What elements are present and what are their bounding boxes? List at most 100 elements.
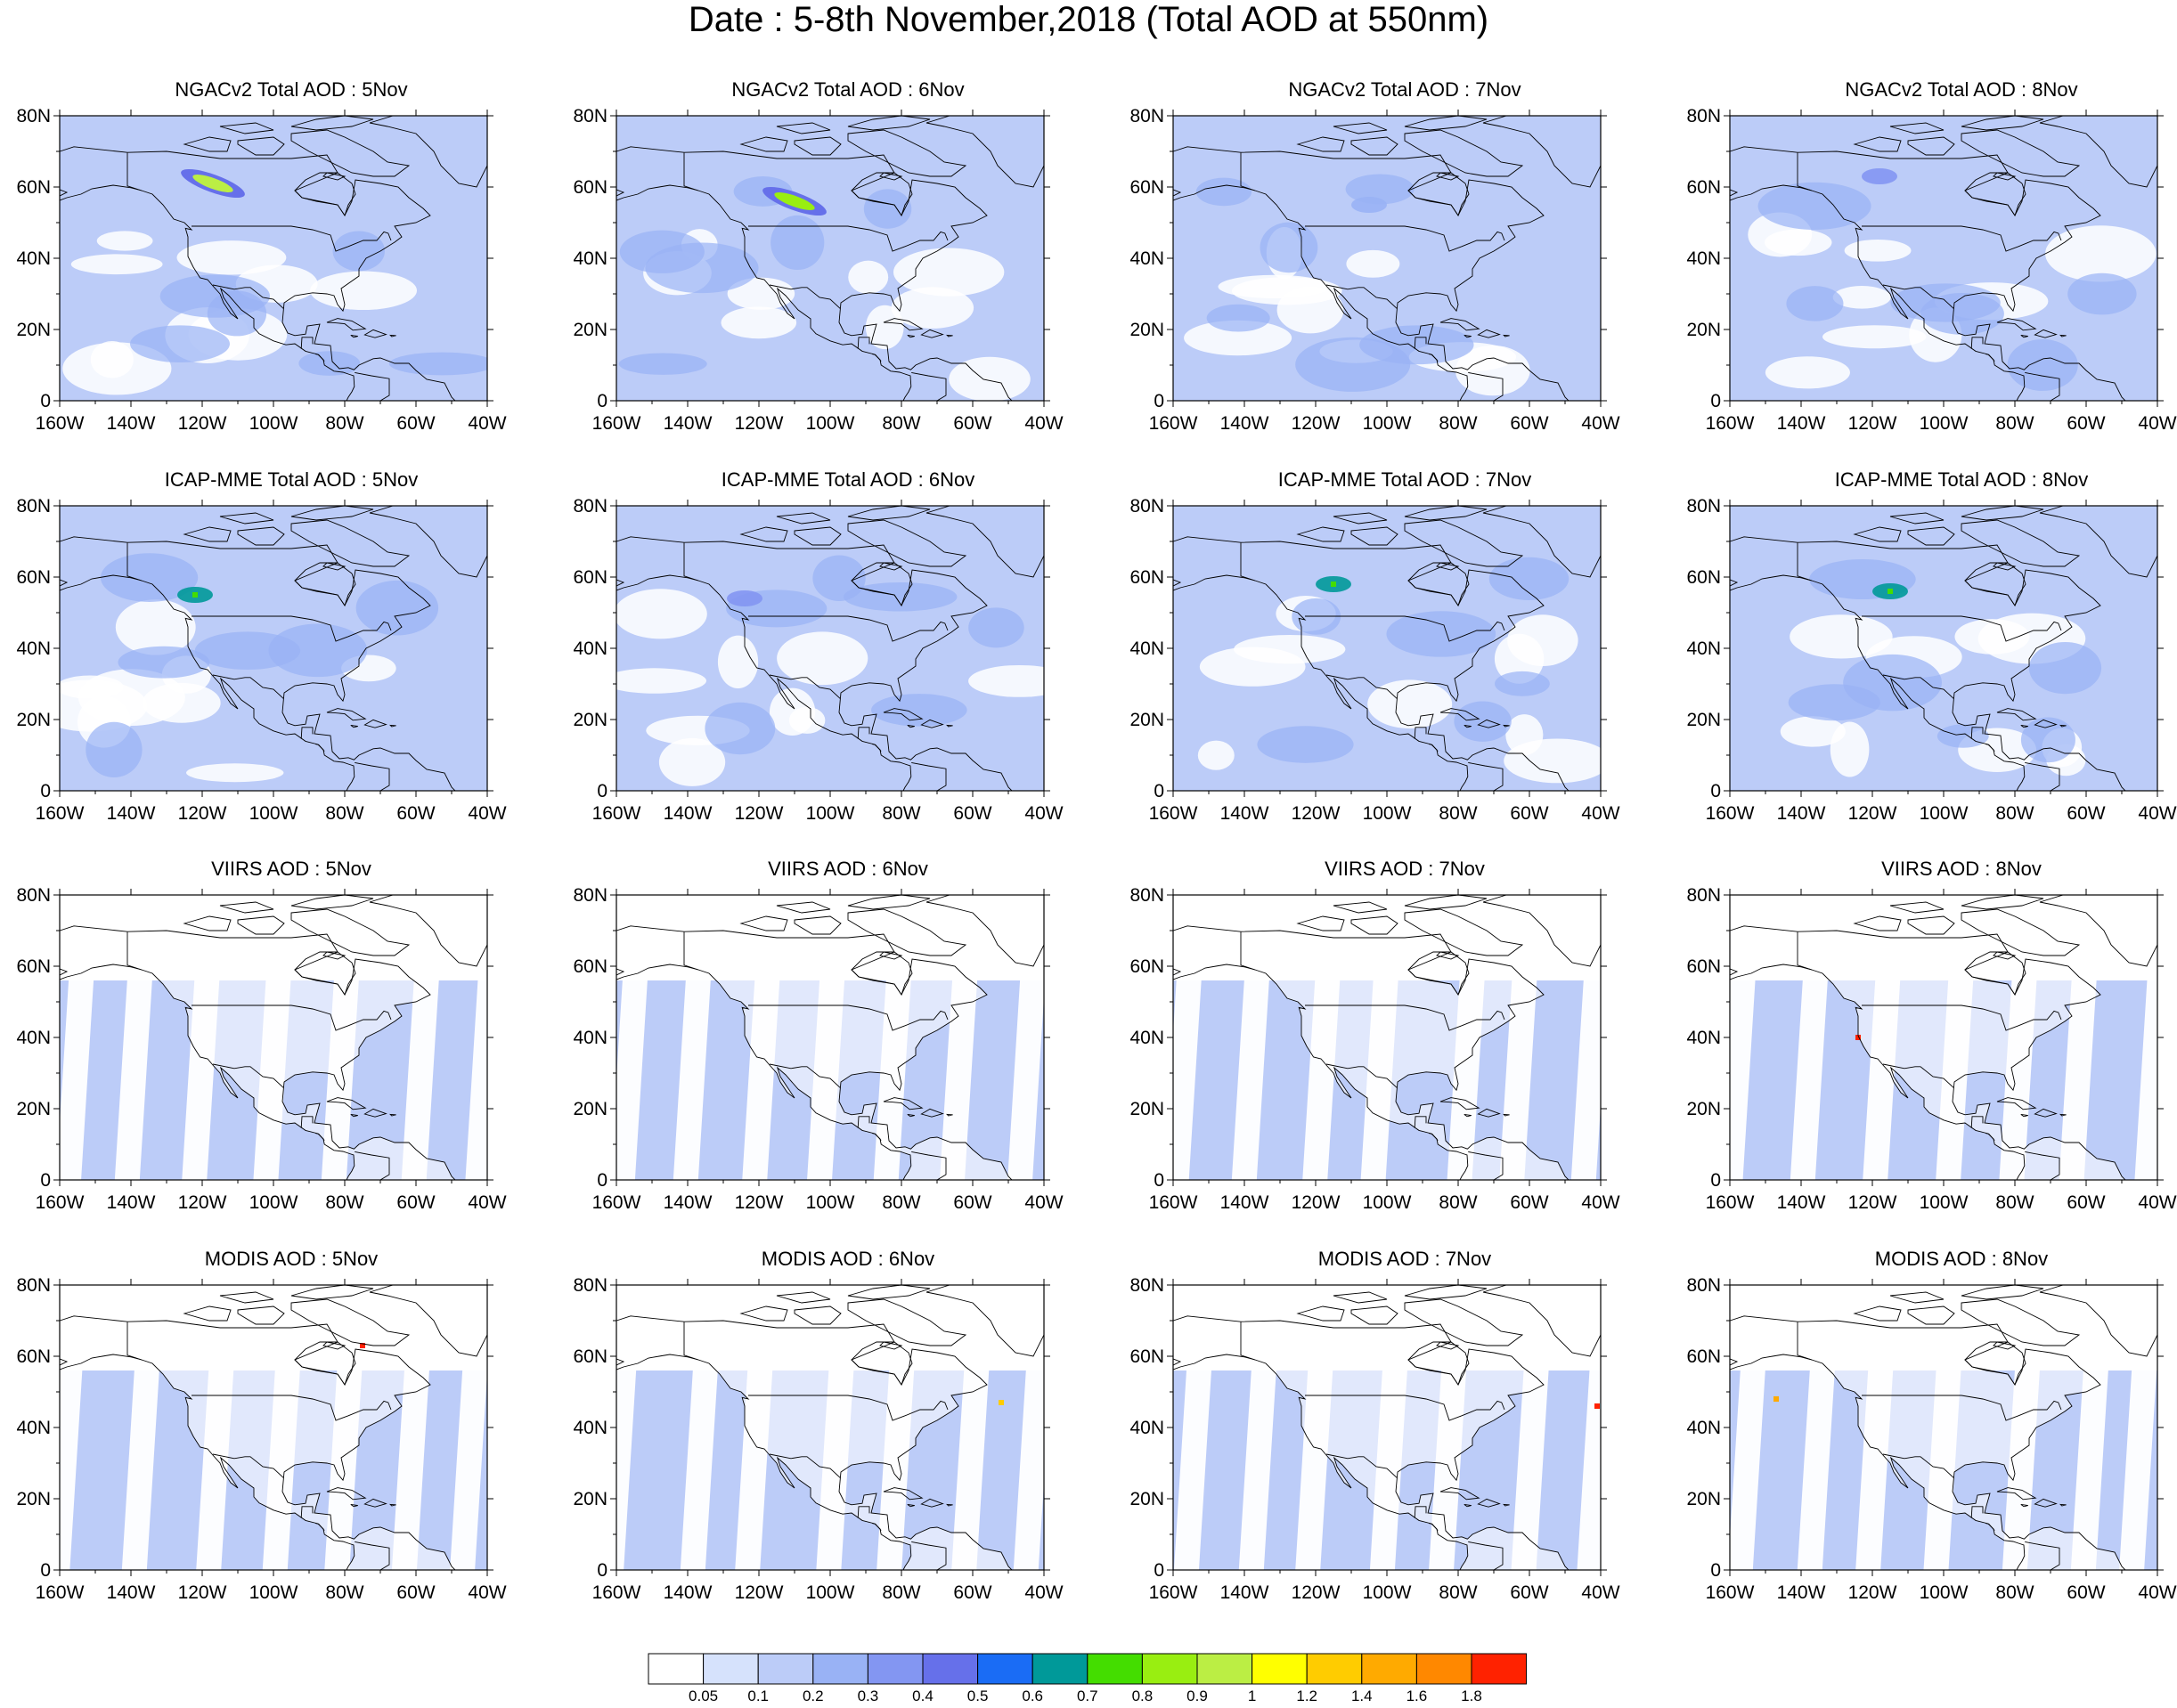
elevated-aod-patch — [812, 555, 866, 601]
y-tick-label: 40N — [1686, 1418, 1721, 1438]
colorbar-label: 0.1 — [747, 1688, 769, 1704]
x-tick-label: 140W — [664, 1582, 713, 1603]
colorbar-swatch — [867, 1653, 924, 1685]
elevated-aod-patch — [843, 582, 958, 612]
country-border — [355, 1541, 390, 1570]
country-border — [1429, 1133, 1439, 1141]
coastline-arctic-island — [1853, 526, 1902, 542]
y-tick-label: 20N — [573, 1489, 607, 1509]
low-aod-patch — [891, 287, 974, 329]
coastline-island — [920, 1498, 944, 1508]
y-tick-label: 40N — [1129, 1028, 1164, 1048]
country-border — [300, 1506, 314, 1518]
land-gap — [1173, 925, 1569, 1180]
coastline-island — [883, 708, 924, 721]
coastline-greenland — [2039, 506, 2157, 578]
coastline-arctic-island — [879, 1341, 903, 1350]
x-tick-label: 120W — [178, 1192, 227, 1213]
low-aod-patch — [96, 231, 153, 251]
y-tick-label: 80N — [16, 106, 51, 126]
x-tick-label: 100W — [1363, 1582, 1412, 1603]
country-border — [683, 1322, 699, 1361]
y-tick-label: 20N — [1129, 1099, 1164, 1119]
x-tick-label: 80W — [1995, 1582, 2034, 1603]
x-tick-label: 140W — [1220, 1192, 1269, 1213]
country-border — [1862, 1004, 2062, 1031]
coastline-arctic-island — [1889, 901, 1945, 914]
coastline-hudson-bay — [1407, 1341, 1470, 1387]
coastline-arctic-island — [290, 1285, 374, 1300]
y-tick-label: 40N — [1686, 248, 1721, 269]
country-border — [1305, 1395, 1505, 1421]
country-border — [1240, 931, 1256, 971]
y-tick-label: 20N — [1686, 1489, 1721, 1509]
coastline-arctic-island — [1993, 562, 2017, 571]
colorbar-swatch — [1415, 1653, 1472, 1685]
elevated-aod-patch — [1345, 174, 1415, 205]
low-aod-patch — [1507, 614, 1578, 667]
country-border — [1970, 1116, 1984, 1128]
coastline-hudson-bay — [294, 562, 356, 607]
map-panel: ICAP-MME Total AOD : 7Nov 160W 140W 120W 100… — [1129, 468, 1672, 853]
y-tick-label: 40N — [16, 1418, 51, 1438]
coastline-hudson-bay — [1964, 951, 2026, 996]
panel-title: ICAP-MME Total AOD : 6Nov — [721, 468, 975, 491]
colorbar-label: 0.2 — [803, 1688, 824, 1704]
coastline-arctic-island — [847, 1285, 931, 1300]
map-panel: ICAP-MME Total AOD : 5Nov 160W 140W 120W 100… — [16, 468, 559, 853]
x-tick-label: 80W — [325, 1192, 363, 1213]
coastline-arctic-island — [183, 136, 232, 152]
country-border — [355, 1151, 390, 1180]
land-gap — [1173, 1315, 1569, 1570]
y-tick-label: 0 — [1154, 391, 1164, 411]
low-aod-patch — [949, 356, 1031, 401]
map-plot: 160W 140W 120W 100W 80W 60W 40W 0 20N 40N 60N 80N — [1686, 106, 2176, 434]
country-border — [1862, 225, 2062, 252]
coastline-arctic-island — [794, 915, 842, 935]
country-border — [911, 761, 947, 791]
coastline-island — [946, 724, 953, 728]
x-tick-label: 140W — [1777, 1582, 1826, 1603]
y-tick-label: 0 — [597, 1170, 607, 1191]
coastline-island — [1477, 1108, 1501, 1118]
x-tick-label: 40W — [1581, 1192, 1619, 1213]
coastline-arctic-island — [1907, 915, 1955, 935]
coastline-island — [326, 1487, 367, 1501]
country-border — [212, 1063, 284, 1088]
x-tick-label: 60W — [1510, 1582, 1548, 1603]
land-gap — [1730, 1315, 2125, 1570]
y-tick-label: 60N — [16, 567, 51, 588]
map-panel: NGACv2 Total AOD : 6Nov 160W 140W 120W 100W 8… — [573, 78, 1115, 463]
panel-title: MODIS AOD : 6Nov — [761, 1248, 935, 1270]
coastline — [60, 146, 456, 401]
x-tick-label: 160W — [1706, 413, 1755, 434]
x-tick-label: 80W — [1995, 413, 2034, 434]
country-border — [1985, 744, 1995, 752]
country-border — [748, 615, 949, 642]
coastline-arctic-island — [1961, 129, 2081, 177]
coastline-hudson-bay — [851, 562, 913, 607]
country-border — [1882, 284, 1954, 309]
country-border — [1305, 615, 1505, 642]
coastline-greenland — [1482, 1285, 1601, 1357]
country-border — [683, 542, 699, 582]
x-tick-label: 80W — [1439, 803, 1477, 824]
map-plot: 160W 140W 120W 100W 80W 60W 40W 0 20N 40N 60N 80N — [1129, 885, 1619, 1213]
coastline-arctic-island — [879, 172, 903, 181]
x-tick-label: 120W — [1848, 1582, 1897, 1603]
panel-title: VIIRS AOD : 6Nov — [768, 858, 928, 880]
coastline-greenland — [925, 506, 1044, 578]
coastline — [60, 536, 456, 791]
coastline-arctic-island — [879, 562, 903, 571]
coastline-island — [1439, 1097, 1480, 1110]
coastline-arctic-island — [847, 506, 931, 521]
panel-title: MODIS AOD : 5Nov — [204, 1248, 379, 1270]
y-tick-label: 60N — [573, 567, 607, 588]
x-tick-label: 80W — [325, 803, 363, 824]
y-tick-label: 60N — [1686, 567, 1721, 588]
x-tick-label: 40W — [1024, 803, 1063, 824]
x-tick-label: 60W — [2067, 803, 2105, 824]
x-tick-label: 60W — [396, 803, 435, 824]
coastline-island — [1503, 1113, 1510, 1117]
x-tick-label: 60W — [2067, 1192, 2105, 1213]
